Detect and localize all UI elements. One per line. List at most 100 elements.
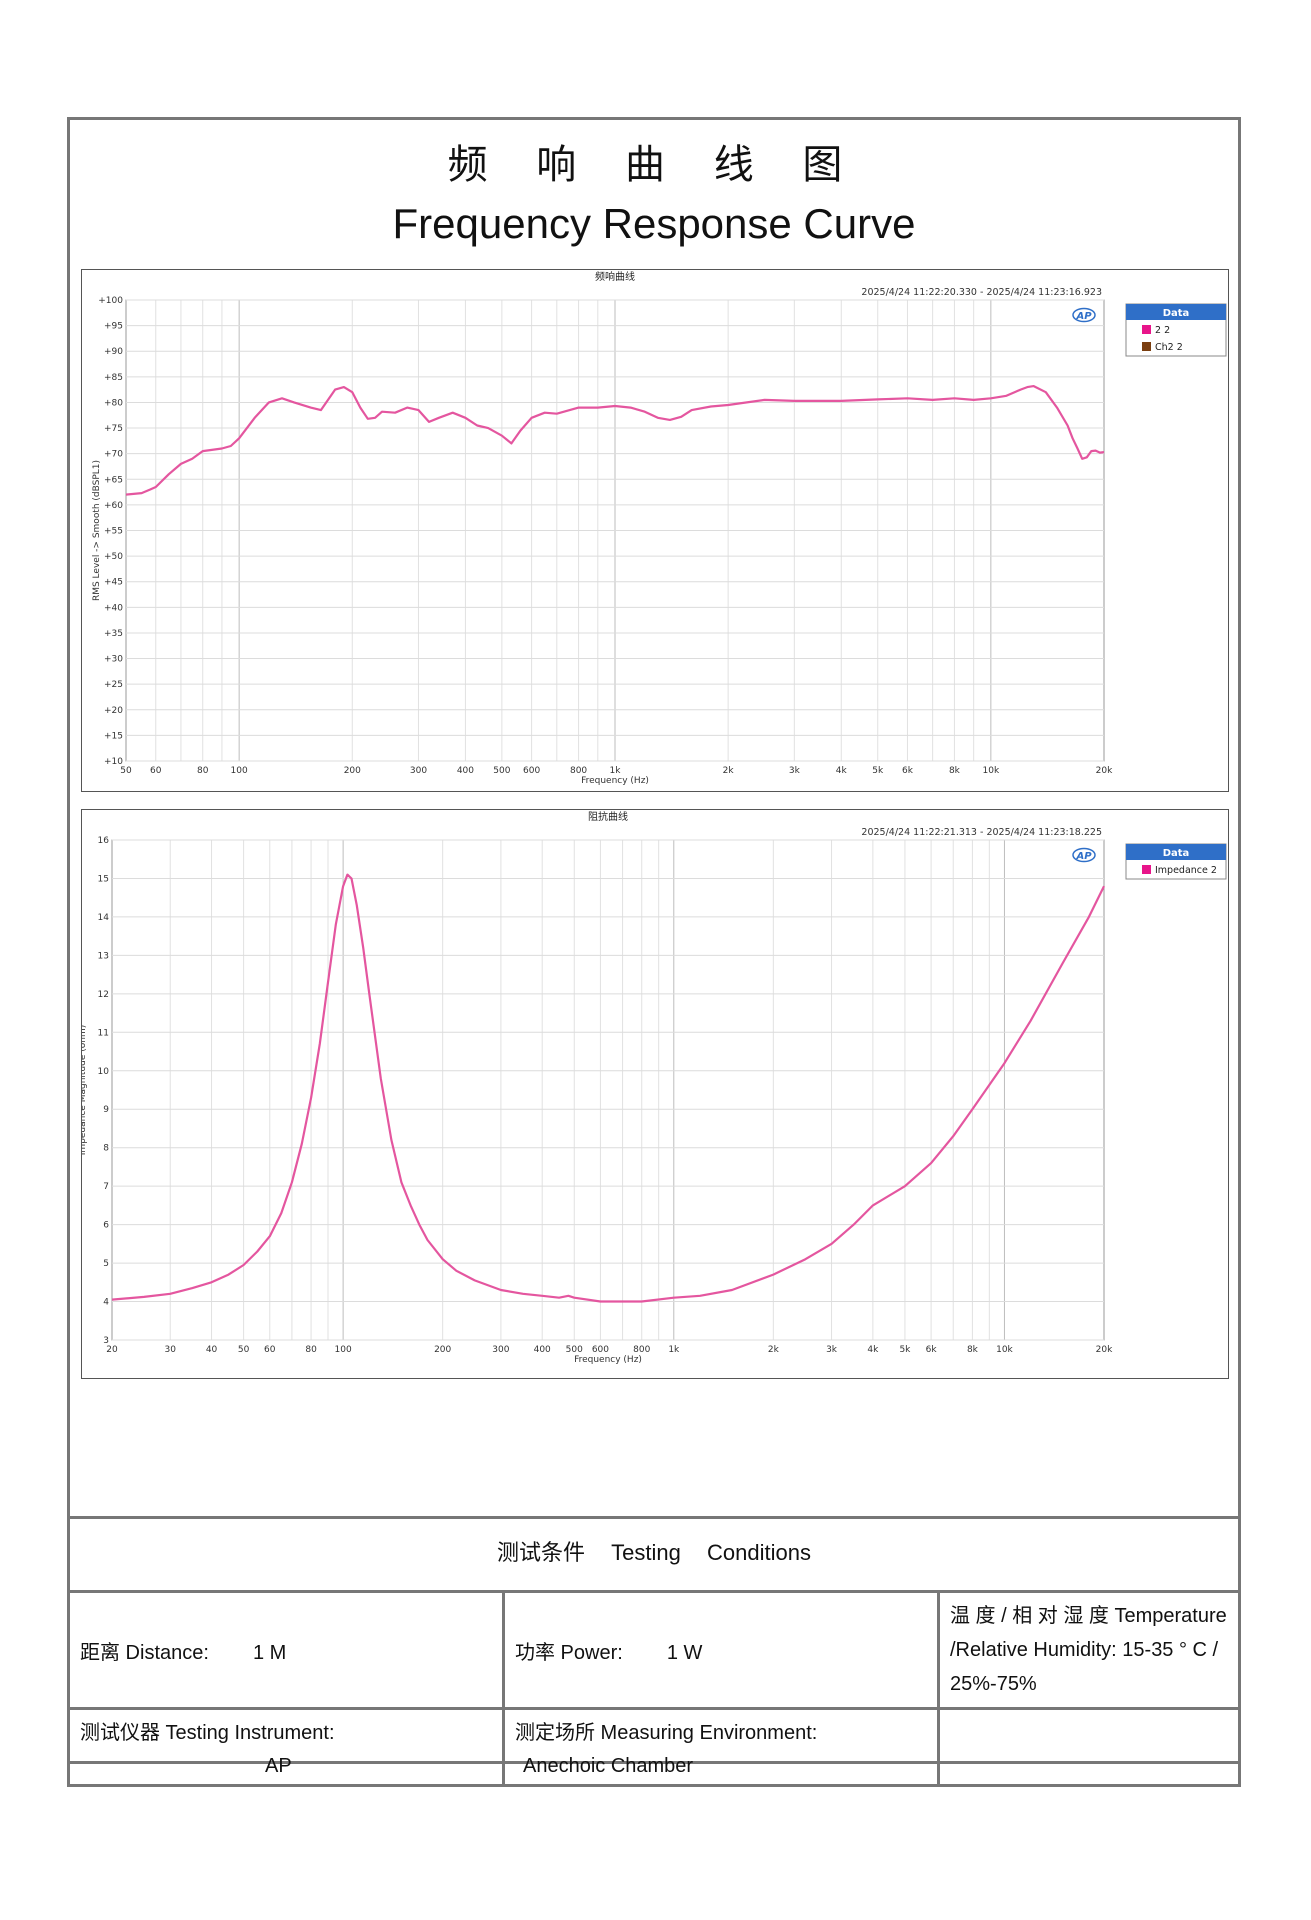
y-tick-label: +15 bbox=[104, 731, 123, 741]
report-frame: 频 响 曲 线 图 Frequency Response Curve +10 +1… bbox=[67, 117, 1241, 1787]
empty-cell bbox=[937, 1707, 1241, 1787]
legend-swatch bbox=[1142, 342, 1151, 351]
y-tick-label: 11 bbox=[98, 1028, 109, 1038]
x-tick-label: 800 bbox=[633, 1345, 650, 1355]
y-tick-label: +20 bbox=[104, 706, 123, 716]
impedance-svg: 3 4 5 6 7 8 9 10 11 12 13 14 15 16 20 30 40 50 60 80 100 200 3… bbox=[82, 810, 1227, 1365]
x-tick-label: 300 bbox=[492, 1345, 509, 1355]
y-tick-label: 10 bbox=[98, 1067, 110, 1077]
x-tick-label: 200 bbox=[434, 1345, 451, 1355]
x-tick-label: 10k bbox=[983, 766, 1000, 776]
x-tick-label: 20k bbox=[1096, 766, 1113, 776]
distance-cell: 距离 Distance: 1 M bbox=[67, 1590, 505, 1710]
x-tick-label: 60 bbox=[150, 766, 162, 776]
x-tick-label: 400 bbox=[534, 1345, 551, 1355]
svg-text:AP: AP bbox=[1075, 311, 1092, 322]
conditions-title-en-1: Testing bbox=[611, 1540, 681, 1565]
x-tick-label: 20 bbox=[106, 1345, 118, 1355]
y-tick-label: +100 bbox=[98, 296, 123, 306]
series-line bbox=[111, 873, 1105, 1303]
x-tick-label: 400 bbox=[457, 766, 474, 776]
x-tick-label: 100 bbox=[335, 1345, 352, 1355]
instrument-cell: 测试仪器 Testing Instrument: AP bbox=[67, 1707, 505, 1787]
frequency-response-svg: +10 +15 +20 +25 +30 +35 +40 +45 +50 +55 +60 +65 +70 +… bbox=[92, 270, 1227, 786]
y-tick-label: +25 bbox=[104, 680, 123, 690]
conditions-title-cn: 测试条件 bbox=[497, 1540, 586, 1565]
chart-title: 阻抗曲线 bbox=[588, 810, 628, 823]
y-tick-label: +95 bbox=[104, 322, 123, 332]
temperature-value: 15-35 ° C / 25%-75% bbox=[950, 1639, 1219, 1695]
y-tick-label: 6 bbox=[103, 1221, 109, 1231]
y-tick-label: 9 bbox=[103, 1105, 109, 1115]
x-tick-label: 5k bbox=[872, 766, 884, 776]
x-tick-label: 8k bbox=[967, 1345, 979, 1355]
x-tick-label: 3k bbox=[826, 1345, 838, 1355]
x-tick-label: 300 bbox=[410, 766, 427, 776]
x-tick-label: 2k bbox=[723, 766, 735, 776]
y-tick-label: 8 bbox=[103, 1144, 109, 1154]
environment-cell: 测定场所 Measuring Environment: Anechoic Cha… bbox=[502, 1707, 940, 1787]
x-tick-label: 10k bbox=[996, 1345, 1013, 1355]
y-axis-label: RMS Level -> Smooth (dBSPL1) bbox=[92, 460, 102, 601]
plot-area bbox=[111, 839, 1105, 1341]
x-tick-label: 1k bbox=[668, 1345, 680, 1355]
y-tick-label: 4 bbox=[103, 1298, 109, 1308]
y-tick-label: 13 bbox=[98, 951, 109, 961]
y-tick-label: 5 bbox=[103, 1259, 109, 1269]
x-tick-label: 40 bbox=[206, 1345, 218, 1355]
x-tick-label: 6k bbox=[902, 766, 914, 776]
legend-header bbox=[1126, 304, 1226, 320]
y-tick-label: +75 bbox=[104, 424, 123, 434]
x-tick-label: 80 bbox=[305, 1345, 317, 1355]
temperature-label-en: Temperature /Relative Humidity: bbox=[950, 1605, 1227, 1661]
legend-swatch bbox=[1142, 865, 1151, 874]
y-tick-label: +50 bbox=[104, 552, 123, 562]
chart-title: 频响曲线 bbox=[595, 270, 635, 283]
x-tick-label: 600 bbox=[592, 1345, 609, 1355]
ap-logo-icon: AP bbox=[1072, 307, 1096, 323]
x-axis-label: Frequency (Hz) bbox=[574, 1355, 642, 1365]
title-chinese: 频 响 曲 线 图 bbox=[447, 142, 861, 188]
y-tick-label: +90 bbox=[104, 347, 123, 357]
timestamp-label: 2025/4/24 11:22:21.313 - 2025/4/24 11:23… bbox=[861, 827, 1102, 838]
x-tick-label: 100 bbox=[231, 766, 248, 776]
x-tick-label: 50 bbox=[238, 1345, 250, 1355]
power-value: 1 W bbox=[666, 1641, 703, 1664]
y-tick-label: +10 bbox=[104, 757, 123, 767]
y-tick-label: +45 bbox=[104, 578, 123, 588]
y-tick-label: 12 bbox=[98, 990, 109, 1000]
x-axis-label: Frequency (Hz) bbox=[581, 776, 649, 786]
impedance-chart: 3 4 5 6 7 8 9 10 11 12 13 14 15 16 20 30 40 50 60 80 100 200 3… bbox=[81, 809, 1229, 1379]
legend-item-label: Impedance 2 bbox=[1155, 865, 1217, 876]
instrument-label: 测试仪器 Testing Instrument: bbox=[80, 1722, 335, 1744]
y-tick-label: 3 bbox=[103, 1336, 109, 1346]
series-line bbox=[125, 385, 1105, 496]
legend-swatch bbox=[1142, 325, 1151, 334]
power-label: 功率 Power: bbox=[515, 1641, 623, 1664]
frequency-response-chart: +10 +15 +20 +25 +30 +35 +40 +45 +50 +55 +60 +65 +70 +… bbox=[81, 269, 1229, 792]
y-tick-label: +35 bbox=[104, 629, 123, 639]
conditions-title-en-2: Conditions bbox=[707, 1540, 811, 1565]
timestamp-label: 2025/4/24 11:22:20.330 - 2025/4/24 11:23… bbox=[861, 287, 1102, 298]
y-axis-label: Impedance Magnitude (ohm) bbox=[82, 1025, 88, 1156]
environment-label: 测定场所 Measuring Environment: bbox=[515, 1722, 818, 1744]
temperature-label-cn: 温 度 / 相 对 湿 度 bbox=[950, 1605, 1109, 1627]
distance-label: 距离 Distance: bbox=[80, 1641, 209, 1664]
environment-value: Anechoic Chamber bbox=[523, 1755, 694, 1777]
x-tick-label: 800 bbox=[570, 766, 587, 776]
x-tick-label: 500 bbox=[493, 766, 510, 776]
ap-logo-icon: AP bbox=[1072, 847, 1096, 863]
y-tick-label: +70 bbox=[104, 450, 123, 460]
conditions-table: 距离 Distance: 1 M 功率 Power: 1 W 温 度 / 相 对 湿… bbox=[67, 1590, 1241, 1787]
y-tick-label: 15 bbox=[98, 874, 109, 884]
y-tick-label: 14 bbox=[98, 913, 110, 923]
x-tick-label: 2k bbox=[768, 1345, 780, 1355]
conditions-title: 测试条件 Testing Conditions bbox=[70, 1518, 1238, 1588]
x-tick-label: 8k bbox=[949, 766, 961, 776]
legend-header-label: Data bbox=[1163, 848, 1190, 859]
legend-item-label: Ch2 2 bbox=[1155, 342, 1183, 353]
distance-value: 1 M bbox=[252, 1641, 287, 1664]
x-tick-label: 6k bbox=[926, 1345, 938, 1355]
y-tick-label: +60 bbox=[104, 501, 123, 511]
y-tick-label: +40 bbox=[104, 603, 123, 613]
